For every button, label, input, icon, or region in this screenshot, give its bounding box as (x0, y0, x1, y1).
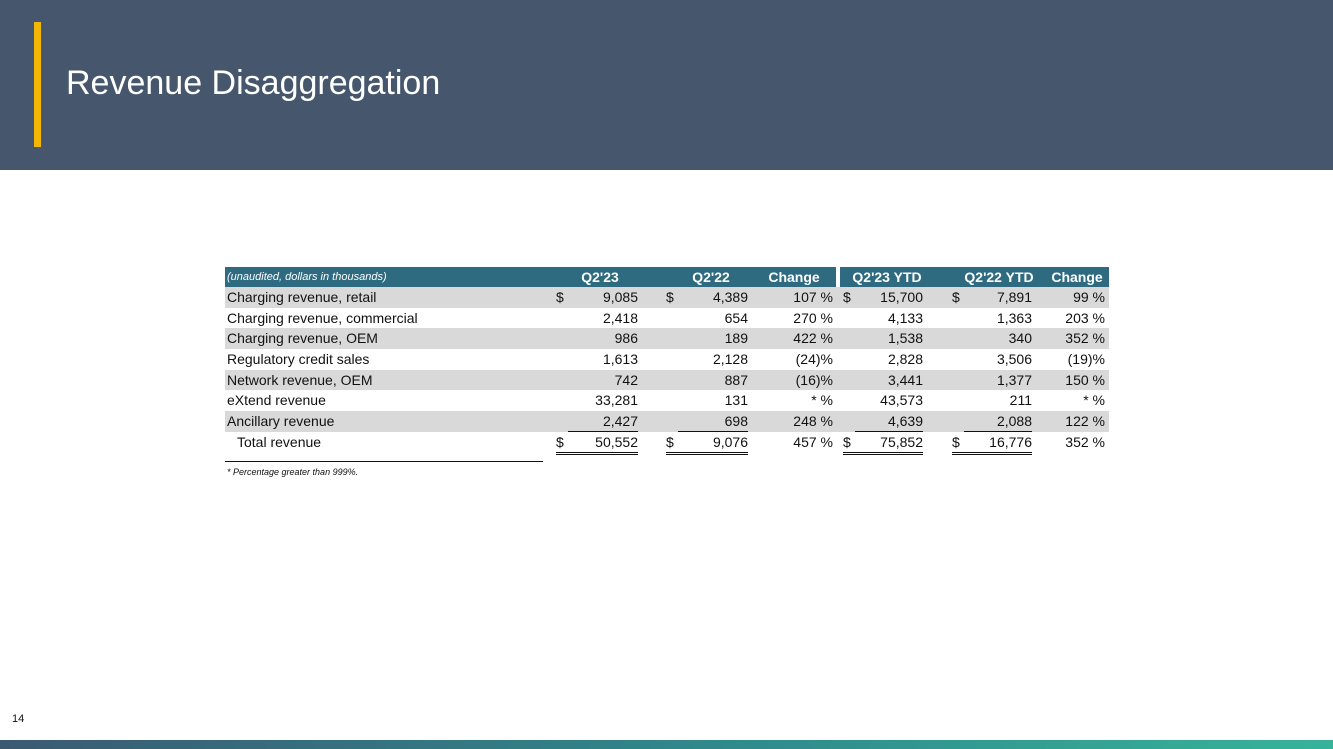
row-label: eXtend revenue (227, 392, 326, 409)
cell-ytd-chg: 352 % (1065, 433, 1105, 450)
cell-q223: 2,427 (568, 411, 638, 433)
cell-ytd-chg: 150 % (1065, 371, 1105, 388)
cell-q223: 33,281 (595, 392, 638, 409)
cell-q222: 4,389 (712, 289, 748, 305)
cell-ytd23: 1,538 (887, 330, 923, 347)
cell-chg: 107 % (793, 289, 833, 305)
cell-ytd23-sign: $ (843, 432, 855, 455)
cell-ytd23-sign: $ (843, 289, 851, 305)
table-row: Charging revenue, retail $9,085 $4,389 107 … (225, 287, 1109, 308)
cell-ytd23: 43,573 (880, 392, 923, 409)
cell-ytd22: 1,377 (996, 371, 1032, 388)
table-row: Regulatory credit sales 1,613 2,128 (24)% 2,… (225, 349, 1109, 370)
cell-ytd23: 15,700 (880, 289, 923, 305)
cell-ytd23: 75,852 (855, 432, 923, 455)
cell-ytd22: 340 (1008, 330, 1032, 347)
row-label: Total revenue (237, 433, 322, 450)
column-header-q2-23-ytd: Q2'23 YTD (852, 269, 922, 285)
cell-ytd22: 16,776 (964, 432, 1032, 455)
cell-ytd23: 2,828 (887, 351, 923, 368)
cell-ytd23: 4,639 (855, 411, 923, 433)
cell-ytd-chg: 122 % (1065, 413, 1105, 430)
row-label: Ancillary revenue (227, 413, 335, 430)
bottom-gradient-bar (0, 740, 1333, 749)
label-underline (225, 461, 543, 462)
cell-chg: 270 % (793, 309, 833, 326)
cell-ytd-chg: * % (1083, 392, 1105, 409)
cell-q223-sign: $ (556, 432, 568, 455)
cell-chg: 457 % (793, 433, 833, 450)
table-row: Ancillary revenue 2,427 698 248 % 4,639 2,088… (225, 411, 1109, 433)
cell-ytd22-sign: $ (952, 289, 960, 305)
cell-q222-sign: $ (666, 432, 678, 455)
cell-ytd23: 3,441 (887, 371, 923, 388)
cell-ytd-chg: 99 % (1073, 289, 1105, 305)
table-units-note: (unaudited, dollars in thousands) (227, 271, 387, 283)
column-header-ytd-change: Change (1051, 269, 1103, 285)
cell-ytd22: 1,363 (996, 309, 1032, 326)
column-header-q2-22-ytd: Q2'22 YTD (964, 269, 1034, 285)
cell-ytd22: 211 (1009, 392, 1032, 409)
row-label: Network revenue, OEM (227, 371, 373, 388)
footnote: * Percentage greater than 999%. (227, 467, 359, 477)
cell-q223: 986 (614, 330, 638, 347)
column-header-change: Change (768, 269, 820, 285)
cell-ytd23: 4,133 (887, 309, 923, 326)
row-label: Charging revenue, OEM (227, 330, 378, 347)
cell-ytd22: 3,506 (996, 351, 1032, 368)
column-header-q2-23: Q2'23 (581, 269, 619, 285)
cell-q223: 2,418 (602, 309, 638, 326)
cell-q223: 742 (614, 371, 638, 388)
page-number: 14 (12, 713, 25, 725)
slide-title: Revenue Disaggregation (66, 64, 441, 102)
cell-q222: 698 (678, 411, 748, 433)
column-header-q2-22: Q2'22 (692, 269, 730, 285)
table-row: eXtend revenue 33,281 131 * % 43,573 211 * % (225, 390, 1109, 411)
cell-q222: 887 (724, 371, 748, 388)
table-row: Charging revenue, commercial 2,418 654 270 … (225, 308, 1109, 329)
table-header-row: (unaudited, dollars in thousands) Q2'23 … (225, 267, 1109, 287)
row-label: Regulatory credit sales (227, 351, 370, 368)
cell-ytd22: 2,088 (964, 411, 1032, 433)
cell-q223-sign: $ (556, 289, 564, 305)
header-divider (836, 267, 840, 287)
cell-q223: 9,085 (602, 289, 638, 305)
row-label: Charging revenue, retail (227, 289, 377, 305)
cell-q222: 189 (724, 330, 748, 347)
cell-q222-sign: $ (666, 289, 674, 305)
cell-ytd-chg: 203 % (1065, 309, 1105, 326)
cell-q223: 50,552 (568, 432, 638, 455)
cell-chg: (24)% (795, 351, 833, 368)
cell-chg: * % (811, 392, 833, 409)
revenue-table: (unaudited, dollars in thousands) Q2'23 … (225, 267, 1109, 455)
table-row: Network revenue, OEM 742 887 (16)% 3,441 1,37… (225, 369, 1109, 391)
cell-chg: (16)% (795, 371, 833, 388)
table-row: Charging revenue, OEM 986 189 422 % 1,538 340… (225, 328, 1109, 350)
cell-ytd22: 7,891 (996, 289, 1032, 305)
row-label: Charging revenue, commercial (227, 309, 418, 326)
cell-ytd-chg: 352 % (1065, 330, 1105, 347)
cell-q222: 9,076 (678, 432, 748, 455)
cell-q223: 1,613 (602, 351, 638, 368)
cell-ytd22-sign: $ (952, 432, 964, 455)
slide-header: Revenue Disaggregation (0, 0, 1333, 170)
cell-ytd-chg: (19)% (1067, 351, 1105, 368)
cell-q222: 654 (724, 309, 748, 326)
total-row: Total revenue $50,552 $9,076 457 % $75,852 $1… (225, 432, 1109, 455)
cell-chg: 248 % (793, 413, 833, 430)
cell-q222: 131 (724, 392, 748, 409)
cell-chg: 422 % (793, 330, 833, 347)
cell-q222: 2,128 (712, 351, 748, 368)
accent-bar (34, 22, 41, 147)
